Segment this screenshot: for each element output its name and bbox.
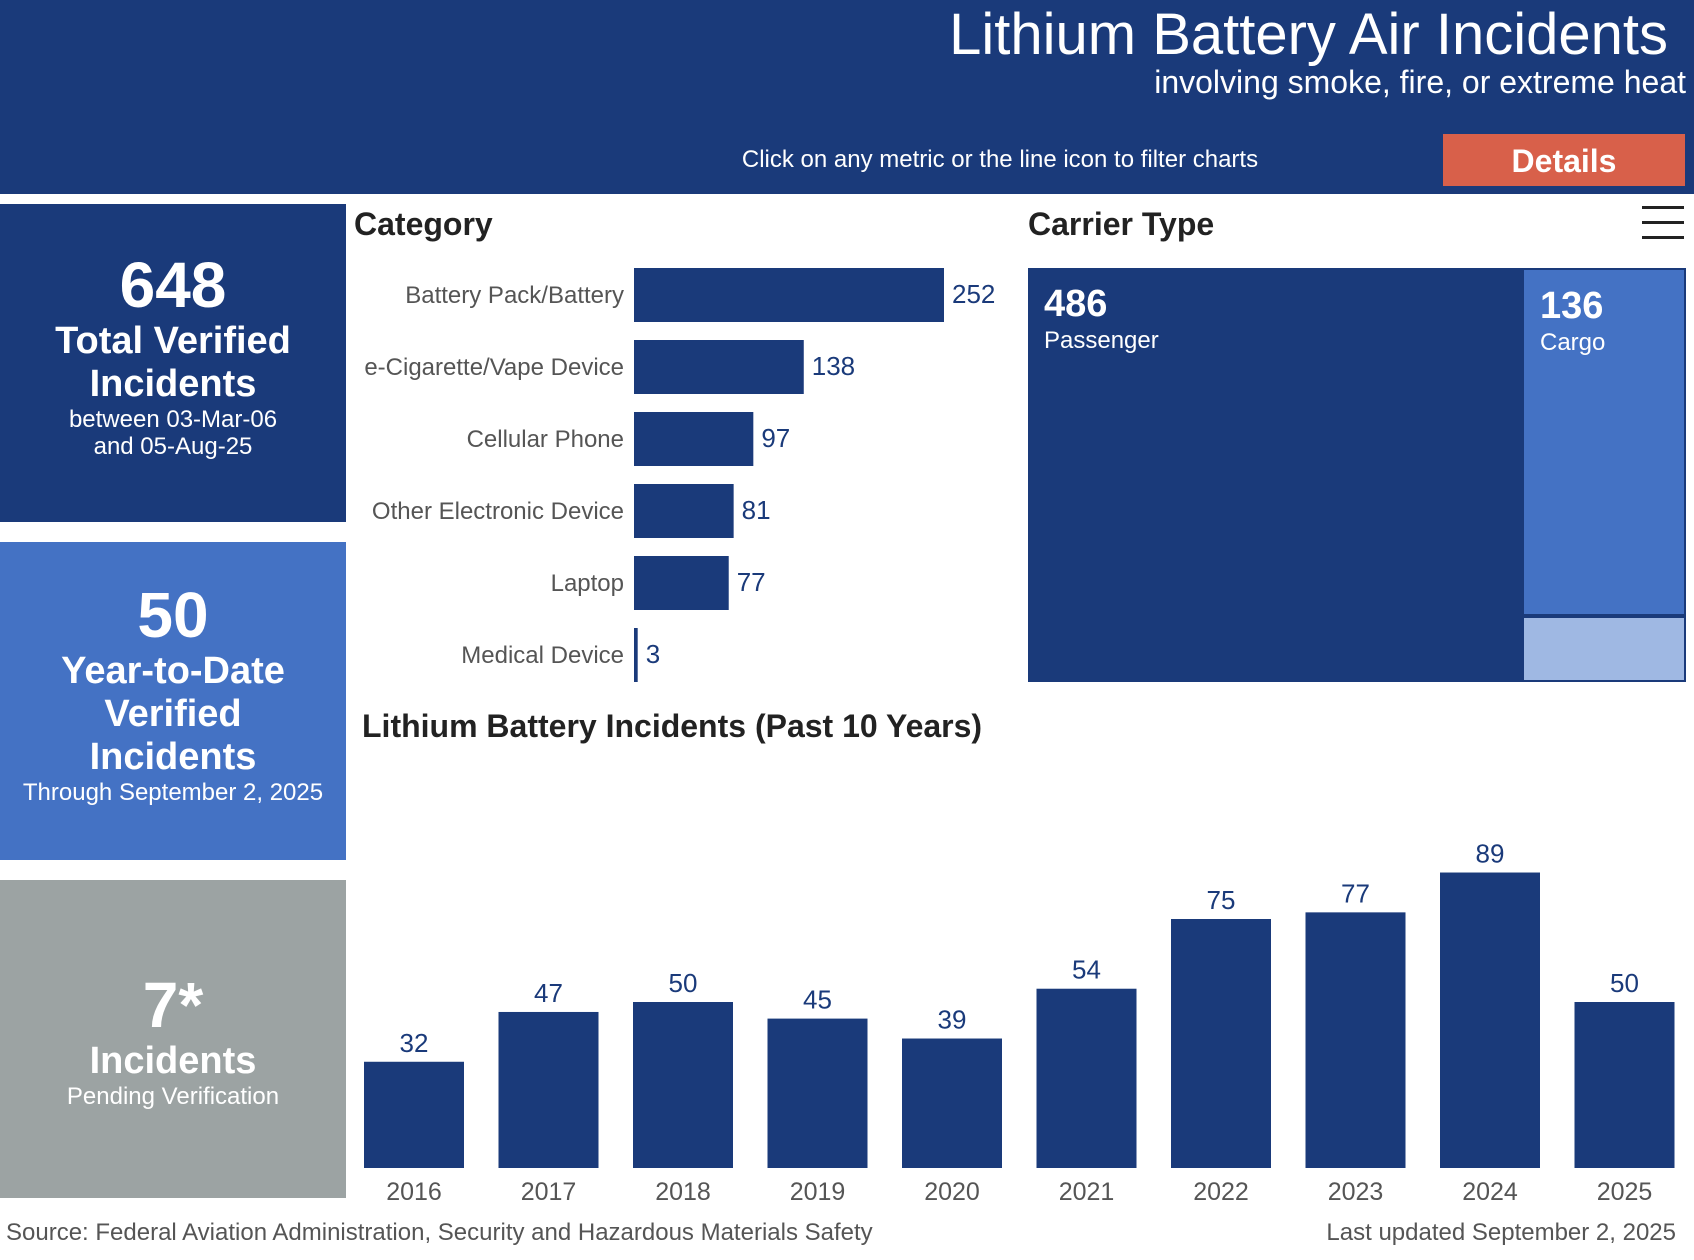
ytd-verified-value: 50 [137,579,209,651]
year-bar[interactable] [1171,919,1271,1168]
category-bar[interactable] [634,340,804,394]
total-verified-value: 648 [119,249,227,321]
category-bar[interactable] [634,628,638,682]
ytd-verified-through: Through September 2, 2025 [22,779,324,806]
source-note: Source: Federal Aviation Administration,… [6,1219,873,1246]
category-bar[interactable] [634,556,729,610]
filter-hint: Click on any metric or the line icon to … [741,146,1259,173]
last-updated-note: Last updated September 2, 2025 [1326,1219,1676,1246]
category-label: Battery Pack/Battery [405,282,624,309]
carrier-chart-title: Carrier Type [1028,206,1215,242]
year-bar[interactable] [498,1011,599,1168]
category-label: e-Cigarette/Vape Device [364,354,624,381]
total-verified-card[interactable]: 648 Total Verified Incidents between 03-… [0,204,346,522]
total-verified-range-end: and 05-Aug-25 [93,433,253,460]
year-tick-label: 2025 [1597,1178,1653,1206]
total-verified-label: Total Verified Incidents [55,320,291,405]
category-label: Other Electronic Device [372,498,624,525]
category-chart-title: Category [354,206,493,242]
year-value-label: 89 [1476,839,1505,869]
trend-chart-title: Lithium Battery Incidents (Past 10 Years… [362,708,983,744]
cargo-value: 136 [1540,285,1604,327]
year-bar[interactable] [1036,988,1137,1168]
year-tick-label: 2019 [790,1178,846,1206]
category-value-label: 138 [812,351,855,381]
year-bar[interactable] [364,1061,464,1168]
passenger-label: Passenger [1044,327,1159,354]
year-value-label: 32 [400,1028,429,1058]
category-bar[interactable] [634,268,944,322]
year-value-label: 50 [1610,968,1639,998]
year-tick-label: 2018 [655,1178,711,1206]
category-label: Laptop [551,570,624,597]
dashboard-subtitle: involving smoke, fire, or extreme heat [1154,64,1686,100]
ytd-verified-card[interactable]: 50 Year-to-Date Verified Incidents Throu… [0,542,346,860]
details-button[interactable]: Details [1443,134,1685,186]
year-bar[interactable] [1305,912,1406,1168]
pending-verification-card[interactable]: 7* Incidents Pending Verification [0,880,346,1198]
category-bar[interactable] [634,484,734,538]
year-tick-label: 2023 [1328,1178,1384,1206]
carrier-tile-cargo[interactable]: 136 Cargo [1522,268,1686,616]
category-label: Cellular Phone [467,426,624,453]
carrier-tile-passenger[interactable]: 486 Passenger [1028,268,1523,682]
pending-sub: Pending Verification [66,1083,280,1110]
cargo-label: Cargo [1540,329,1606,356]
category-value-label: 97 [761,423,790,453]
header-banner: Lithium Battery Air Incidents involving … [0,0,1694,194]
passenger-value: 486 [1044,283,1108,325]
dashboard-title: Lithium Battery Air Incidents [949,2,1668,67]
year-bar[interactable] [902,1038,1002,1168]
year-value-label: 47 [534,978,563,1008]
category-label: Medical Device [461,642,624,669]
year-value-label: 50 [669,968,698,998]
year-tick-label: 2017 [521,1178,577,1206]
total-verified-range-start: between 03-Mar-06 [68,406,278,433]
category-value-label: 252 [952,279,995,309]
year-tick-label: 2020 [924,1178,980,1206]
category-value-label: 3 [646,639,660,669]
year-bar[interactable] [767,1018,868,1168]
category-value-label: 81 [742,495,771,525]
ytd-verified-label: Year-to-Date Verified Incidents [61,650,285,778]
pending-label: Incidents [89,1040,257,1082]
year-value-label: 77 [1341,878,1370,908]
year-value-label: 54 [1072,955,1101,985]
pending-value: 7* [142,969,204,1041]
category-bar[interactable] [634,412,754,466]
year-tick-label: 2021 [1059,1178,1115,1206]
category-value-label: 77 [737,567,766,597]
year-bar[interactable] [633,1002,733,1168]
year-tick-label: 2016 [386,1178,442,1206]
year-value-label: 45 [803,985,832,1015]
year-tick-label: 2024 [1462,1178,1518,1206]
hamburger-menu-icon[interactable] [1642,206,1684,240]
carrier-tile-other[interactable] [1522,616,1686,682]
year-tick-label: 2022 [1193,1178,1249,1206]
year-bar[interactable] [1440,872,1540,1168]
year-bar[interactable] [1574,1002,1675,1168]
year-value-label: 75 [1207,885,1236,915]
year-value-label: 39 [938,1005,967,1035]
